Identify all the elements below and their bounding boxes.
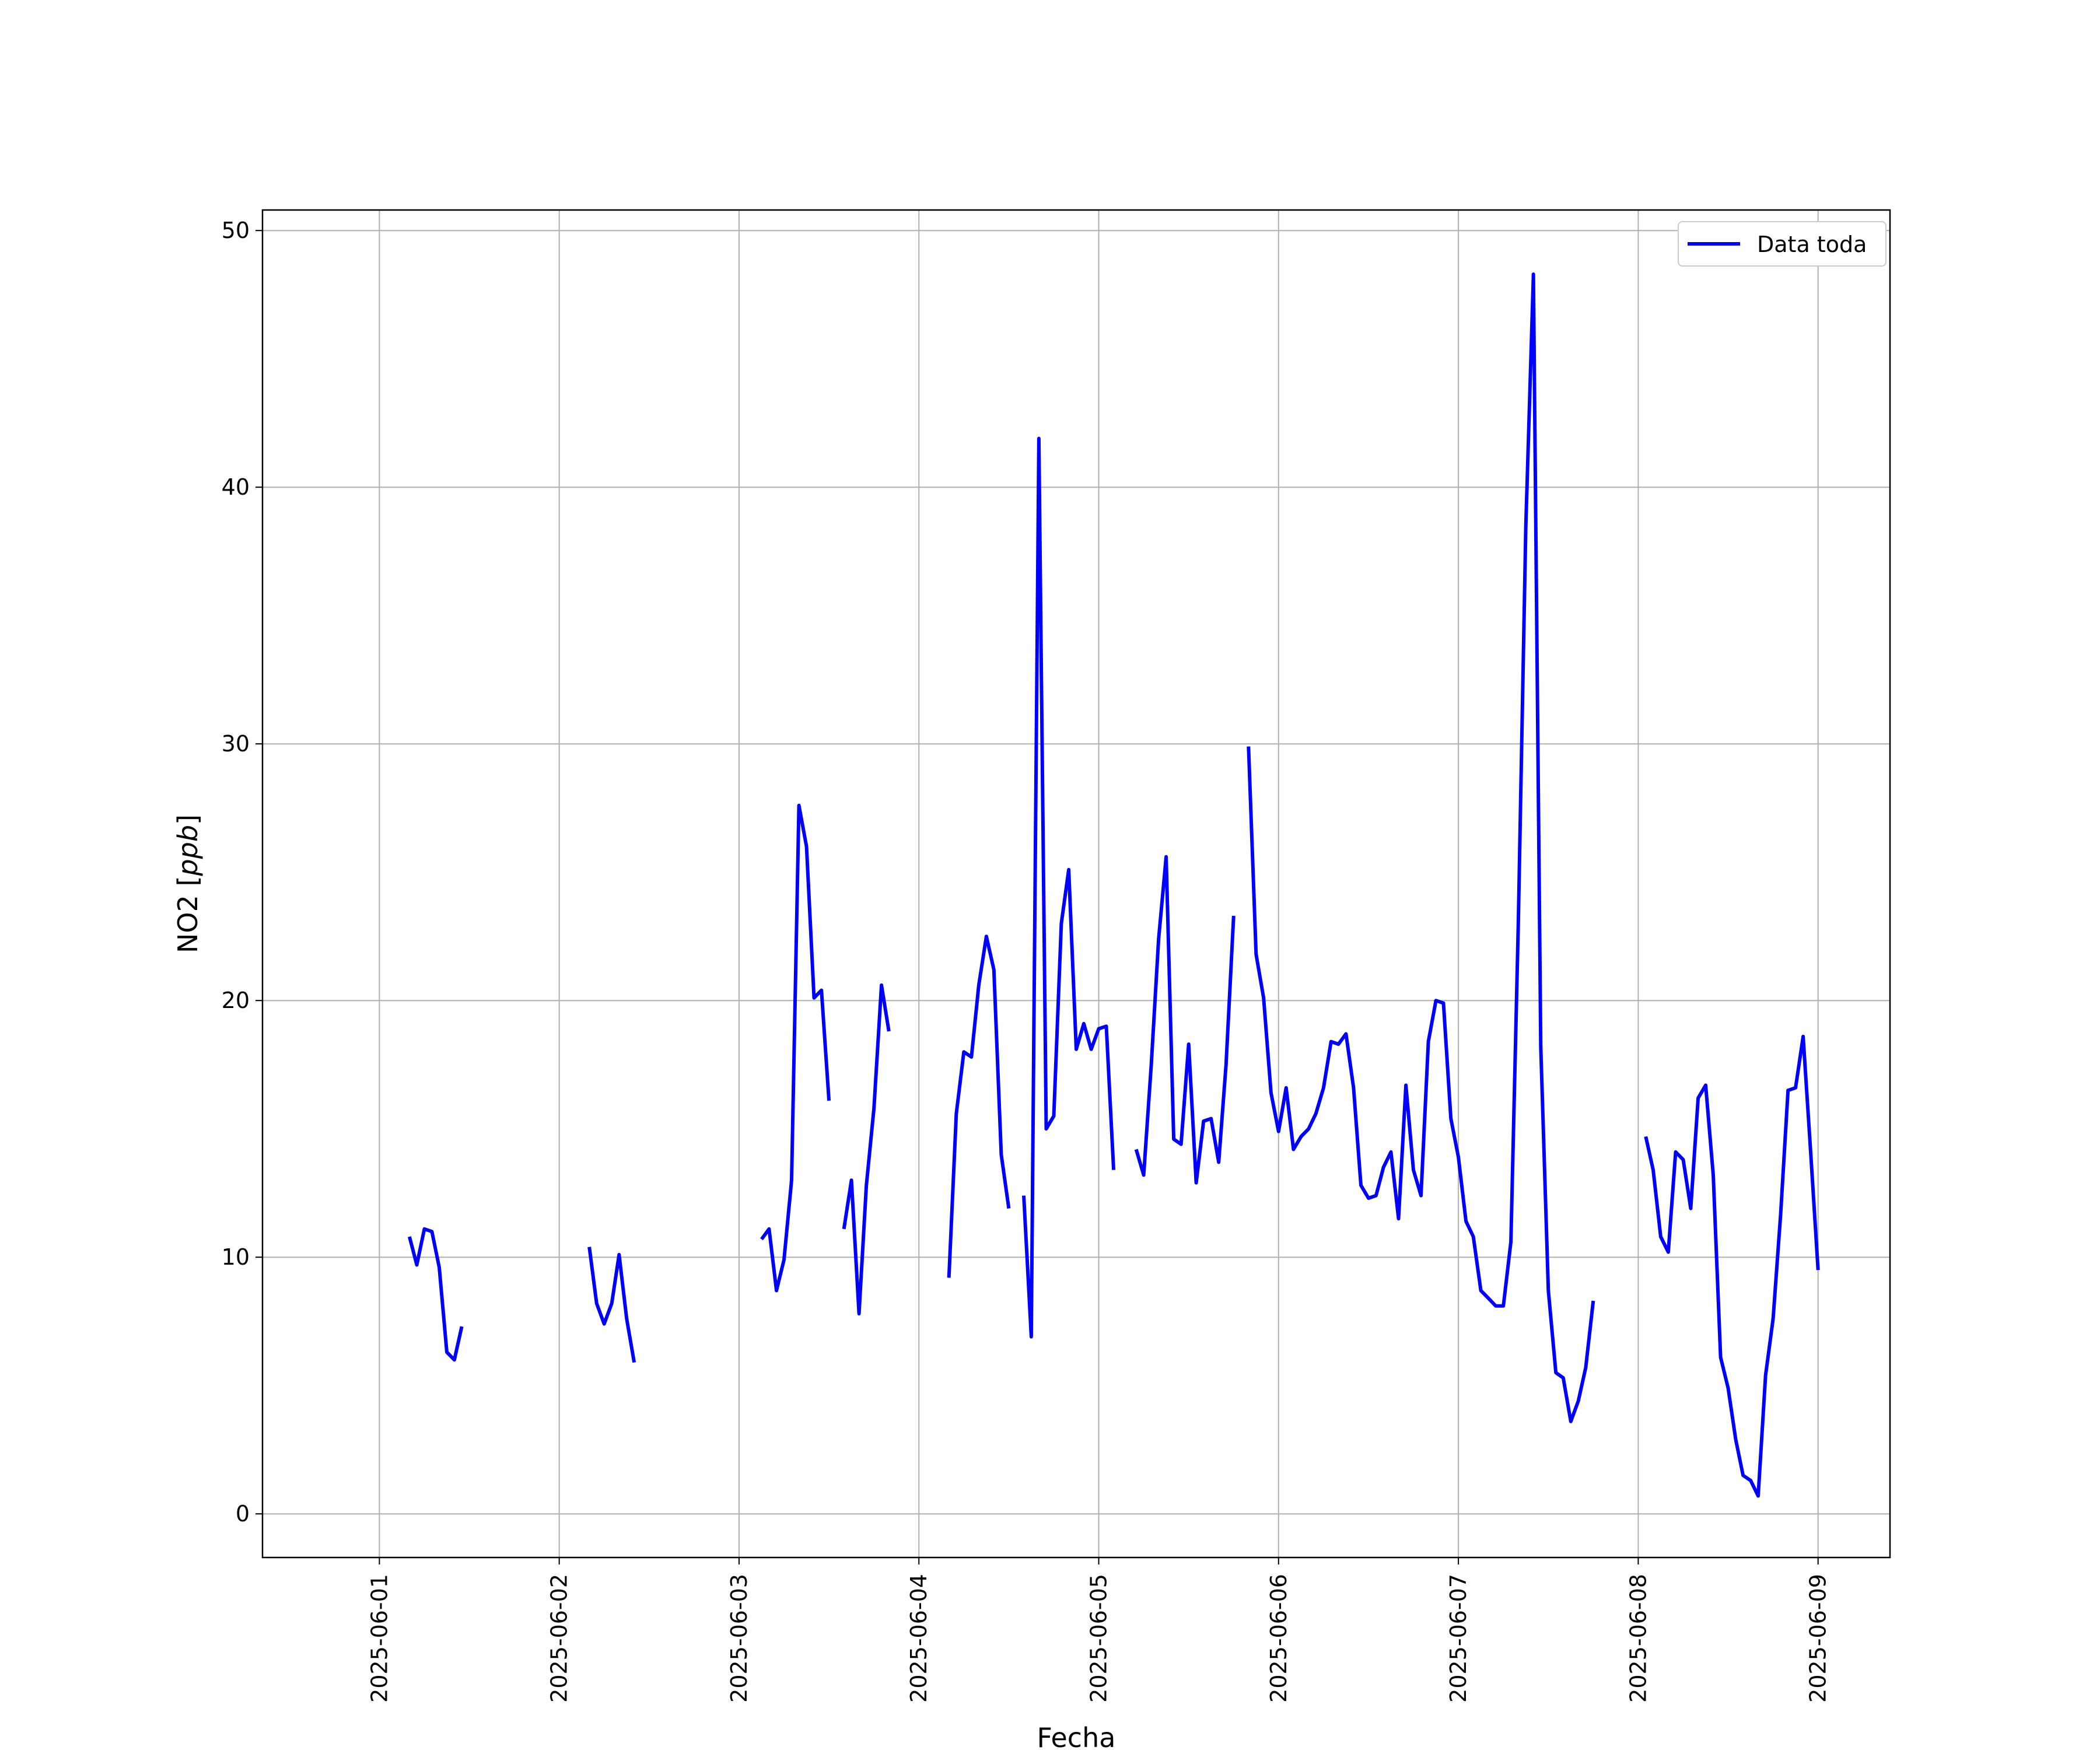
series-line-segment [842,983,891,1315]
series-line-segment [1134,855,1236,1185]
series-layer [407,272,1820,1498]
x-tick-label: 2025-06-02 [547,1574,572,1703]
x-tick-label: 2025-06-03 [726,1574,752,1703]
y-tick-label: 10 [222,1244,250,1270]
x-tick-label: 2025-06-09 [1805,1574,1831,1703]
plot-area [262,210,1890,1558]
x-tick-label: 2025-06-07 [1446,1574,1471,1703]
legend: Data toda [1678,221,1887,267]
x-tick-label: 2025-06-05 [1086,1574,1112,1703]
x-tick-label: 2025-06-08 [1625,1574,1651,1703]
axes-frame [261,209,1891,1559]
y-tick-label: 40 [222,474,250,500]
y-tick-label: 20 [222,988,250,1013]
x-axis-label: Fecha [1037,1722,1116,1750]
y-axis-label-close: ] [172,814,204,825]
grid-lines [262,210,1890,1558]
series-line-segment [947,935,1011,1278]
y-axis-label-unit: ppb [172,825,204,877]
series-line-segment [1022,436,1116,1339]
y-tick-label: 0 [236,1501,250,1527]
x-tick-label: 2025-06-06 [1266,1574,1292,1703]
y-axis-label-text: NO2 [ [172,876,204,953]
y-tick-label: 30 [222,731,250,757]
x-axis: 2025-06-01 2025-06-02 2025-06-03 2025-06-04… [366,1558,1831,1703]
series-line-segment [407,1227,464,1362]
x-tick-label: 2025-06-04 [906,1574,932,1703]
legend-label: Data toda [1757,232,1867,257]
series-line-segment [1644,1034,1820,1498]
x-tick-label: 2025-06-01 [366,1574,392,1703]
legend-box [1678,221,1887,267]
y-tick-label: 50 [222,218,250,243]
series-line-segment [1247,272,1595,1423]
y-axis-label: NO2 [ppb] [172,814,204,953]
y-axis: 0 10 20 30 40 50 [222,218,262,1527]
series-line-segment [760,803,831,1293]
series-line-segment [587,1247,636,1363]
